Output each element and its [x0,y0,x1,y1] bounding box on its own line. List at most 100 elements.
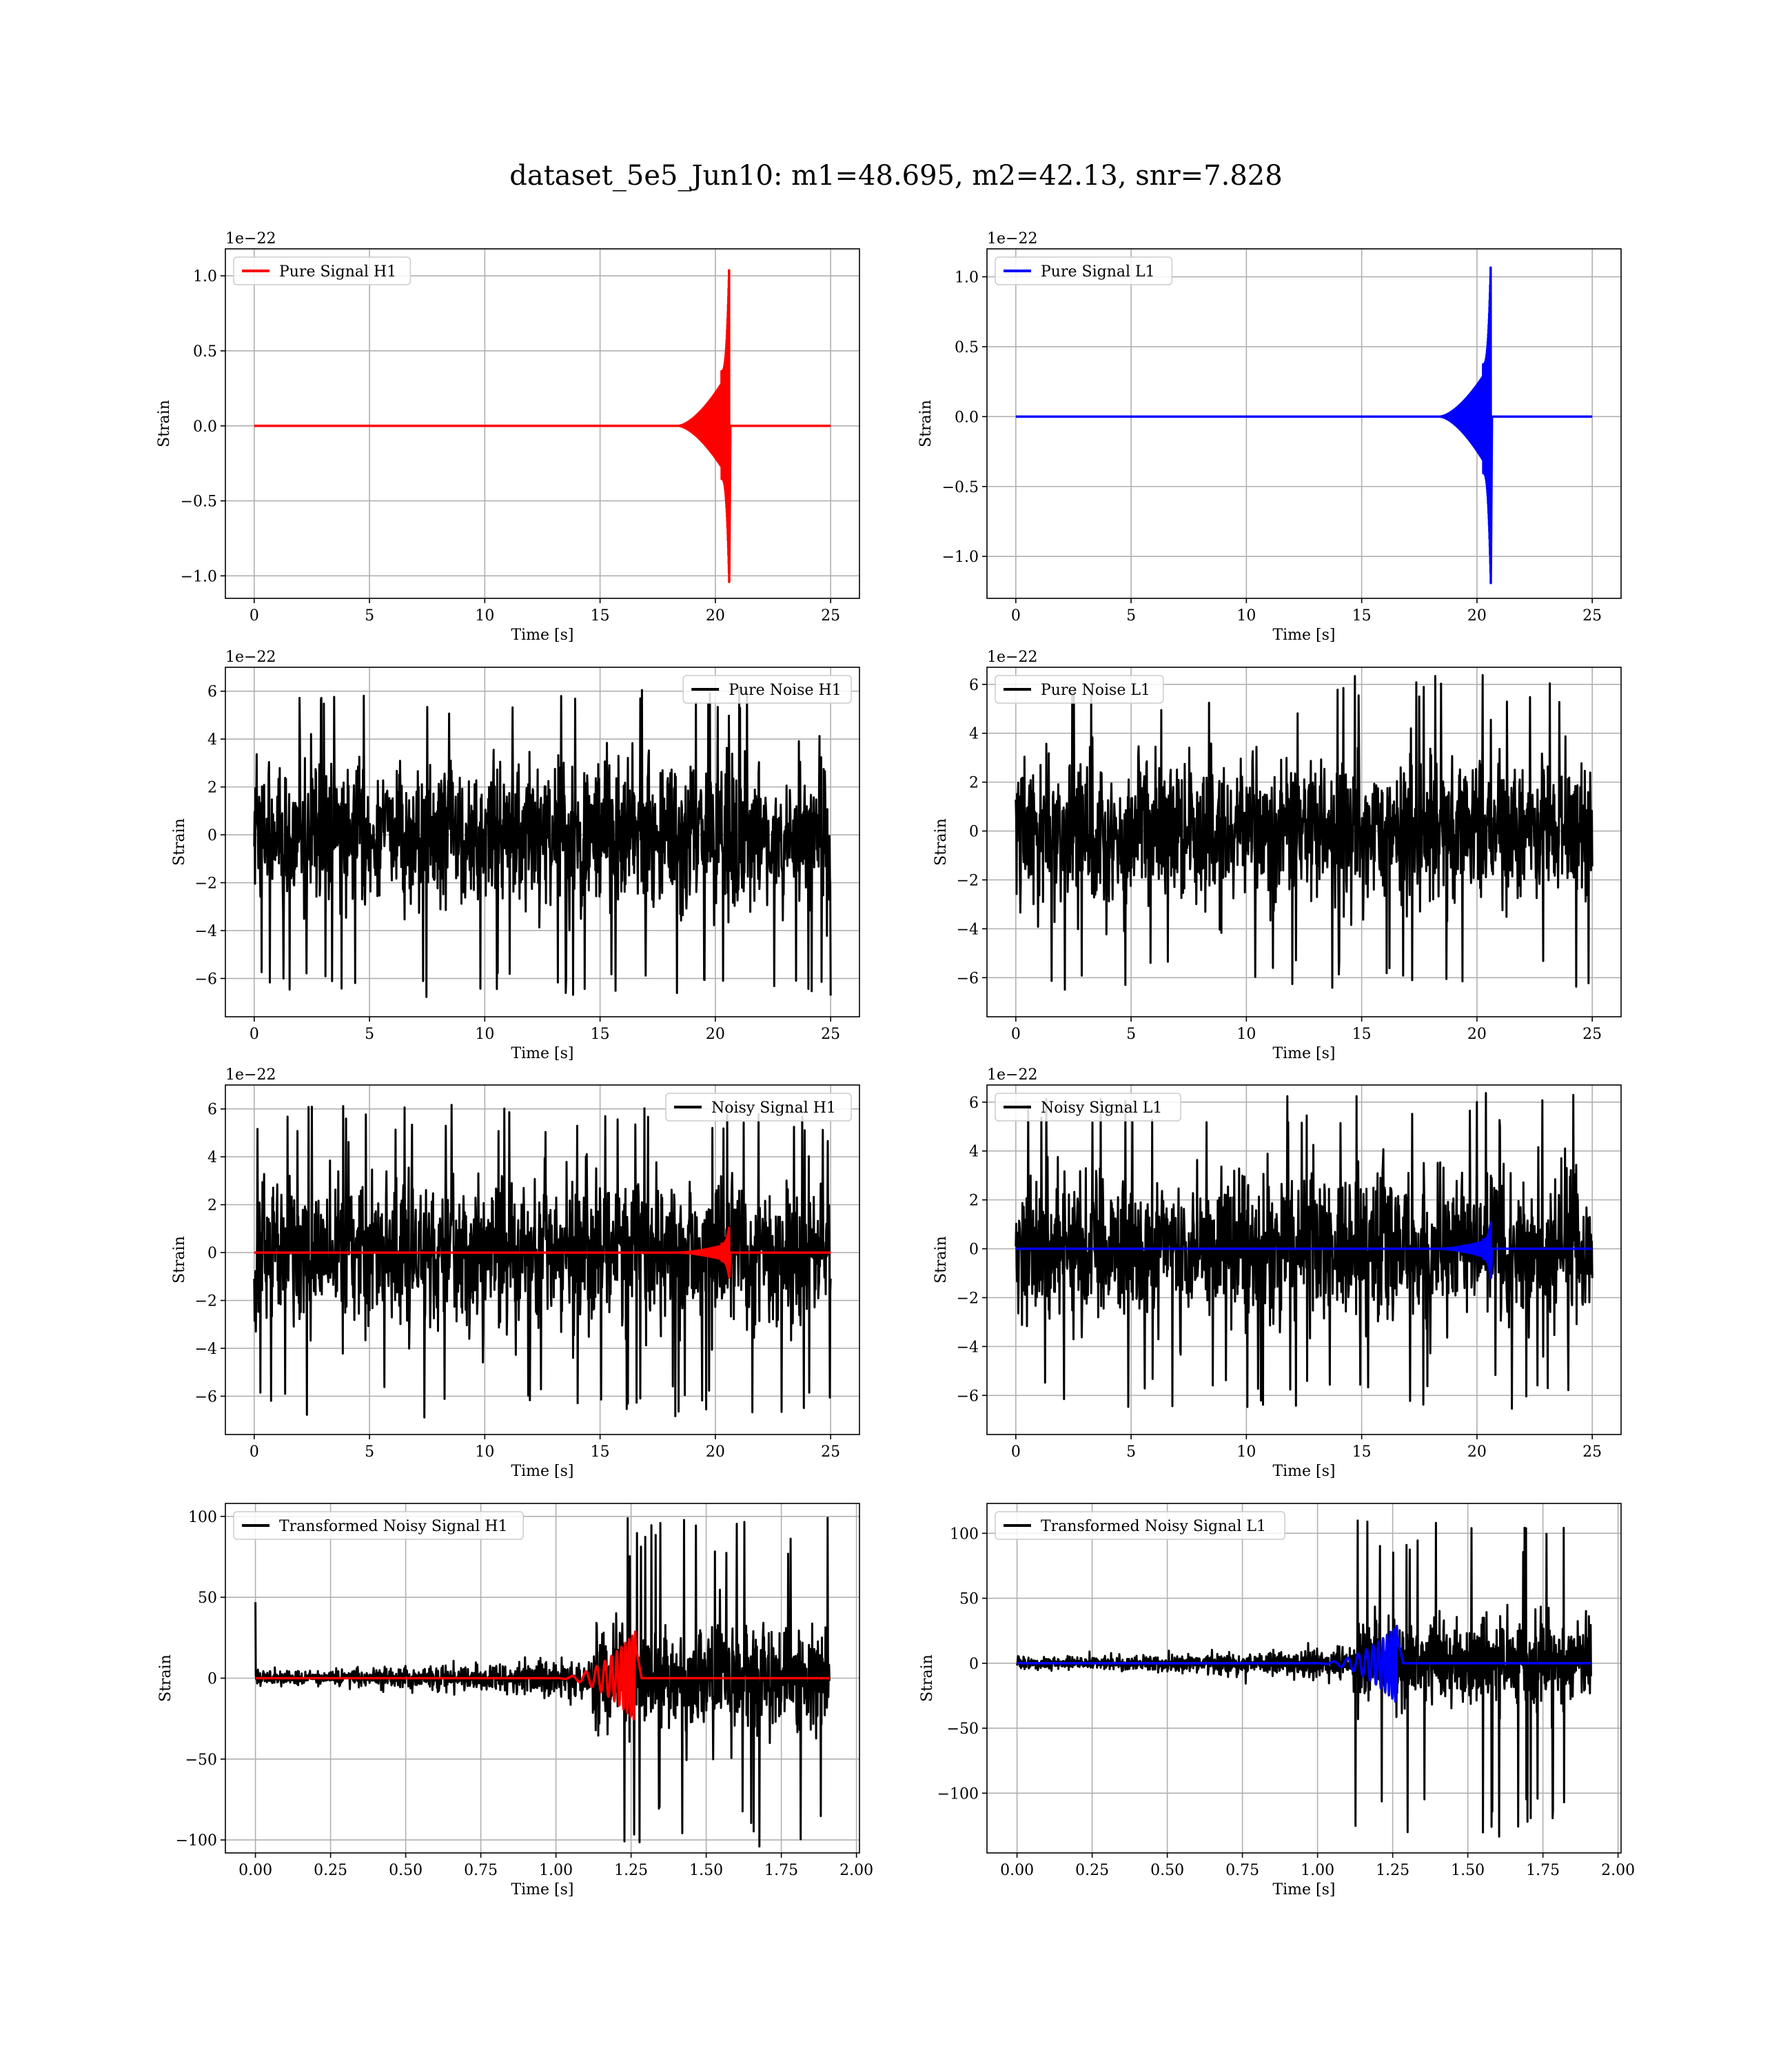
x-tick-label: 10 [1236,1026,1256,1043]
y-tick-label: −1.0 [181,568,217,585]
figure-title: dataset_5e5_Jun10: m1=48.695, m2=42.13, … [509,160,1282,192]
axes-frame [225,248,860,599]
x-axis-label: Time [s] [511,1881,573,1898]
y-tick-label: −1.0 [942,549,979,566]
subplot-2: 0 5 10 15 20 25 −1.0 −0.5 0.0 0.5 1.0 1e−22 Time [s]… [917,230,1622,644]
x-tick-label: 20 [706,1443,725,1461]
y-tick-label: −0.5 [942,479,979,496]
axes-frame [986,667,1622,1017]
y-tick-label: 4 [207,731,217,749]
x-tick-label: 0.50 [389,1862,422,1879]
x-tick-label: 25 [821,1026,840,1043]
y-tick-label: 0 [207,827,217,844]
y-tick-label: 0 [969,1656,979,1673]
subplot-5: 0 5 10 15 20 25 −6 −4 −2 0 2 4 6 1e−22 Time [s] Strain N… [171,1066,860,1480]
x-tick-label: 25 [821,1443,840,1461]
x-axis-label: Time [s] [1272,627,1335,644]
y-tick-label: 0 [207,1671,217,1688]
y-tick-label: −4 [957,1339,979,1356]
legend-label: Pure Noise H1 [729,682,842,699]
subplot-1: 0 5 10 15 20 25 −1.0 −0.5 0.0 0.5 1.0 1e−22 Time [s]… [156,230,860,644]
x-tick-label: 0 [250,1443,259,1461]
y-tick-label: 0.5 [193,343,217,361]
x-tick-label: 0 [1011,607,1021,625]
legend-box [995,256,1173,285]
x-tick-label: 5 [1126,607,1136,625]
x-tick-label: 1.75 [764,1862,798,1879]
offset-label: 1e−22 [987,649,1037,666]
x-tick-label: 10 [1236,1443,1256,1461]
y-tick-label: 4 [969,726,979,743]
legend-box [995,675,1164,704]
y-tick-label: 100 [950,1525,979,1543]
series-line [1016,1519,1592,1838]
legend: Pure Noise H1 [682,675,852,704]
y-tick-label: 50 [198,1590,217,1607]
series-line [253,687,832,998]
y-tick-label: 6 [207,1102,217,1119]
x-tick-label: 15 [1352,1026,1372,1043]
y-tick-label: −2 [957,872,979,889]
y-tick-label: 4 [969,1144,979,1161]
legend: Noisy Signal L1 [995,1093,1181,1122]
y-tick-label: −6 [195,1388,217,1406]
subplot-7: 0.00 0.25 0.50 0.75 1.00 1.25 1.50 1.75 2.00 −100… [157,1503,873,1898]
x-axis-label: Time [s] [1272,1463,1335,1480]
x-tick-label: 15 [591,1443,610,1461]
x-tick-label: 1.50 [1451,1862,1485,1879]
series-line [1015,1221,1593,1279]
series-line [1015,1092,1594,1410]
x-tick-label: 2.00 [1601,1862,1635,1879]
x-tick-label: 20 [706,607,725,625]
legend: Pure Signal L1 [995,256,1173,285]
y-tick-label: 0 [969,824,979,841]
y-tick-label: 2 [969,775,979,792]
series-line [1017,1624,1591,1703]
x-tick-label: 1.75 [1526,1862,1560,1879]
y-axis-label: Strain [919,1654,936,1702]
x-tick-label: 5 [365,607,374,625]
legend-box [682,675,852,704]
x-tick-label: 15 [591,1026,610,1043]
x-tick-label: 5 [1126,1026,1136,1043]
y-tick-label: −0.5 [181,494,217,511]
y-axis-label: Strain [917,400,935,447]
x-tick-label: 0.00 [1000,1862,1034,1879]
legend-label: Pure Signal H1 [279,263,396,281]
legend: Transformed Noisy Signal L1 [995,1511,1285,1540]
subplot-4: 0 5 10 15 20 25 −6 −4 −2 0 2 4 6 1e−22 Time [s] Strain P… [933,649,1622,1062]
series-line [1015,266,1593,585]
series-line [253,1104,832,1419]
y-tick-label: 0.0 [955,409,979,426]
x-tick-label: 0 [1011,1443,1021,1461]
legend-box [995,1093,1181,1122]
x-tick-label: 10 [475,1026,494,1043]
legend-box [995,1511,1285,1540]
y-tick-label: 50 [959,1591,979,1608]
y-tick-label: −6 [957,970,979,987]
x-tick-label: 0.50 [1150,1862,1184,1879]
y-tick-label: 0 [207,1245,217,1262]
legend-label: Pure Noise L1 [1041,682,1150,699]
y-tick-label: 6 [969,1095,979,1112]
axes-frame [986,1503,1622,1854]
y-tick-label: 0.5 [955,339,979,356]
x-tick-label: 1.00 [539,1862,573,1879]
x-tick-label: 20 [1467,1026,1487,1043]
axes-frame [986,248,1622,599]
subplot-8: 0.00 0.25 0.50 0.75 1.00 1.25 1.50 1.75 2.00 −100… [919,1503,1635,1898]
series-line [254,1226,831,1279]
x-tick-label: 0.25 [314,1862,347,1879]
x-tick-label: 10 [475,1443,494,1461]
y-tick-label: −6 [195,971,217,988]
x-tick-label: 5 [365,1026,374,1043]
axes-frame [225,667,860,1017]
y-tick-label: −2 [195,875,217,893]
x-tick-label: 0.00 [238,1862,272,1879]
x-axis-label: Time [s] [1272,1881,1335,1898]
y-tick-label: 1.0 [193,268,217,285]
series-line [1015,673,1594,991]
legend: Pure Noise L1 [995,675,1164,704]
series-line [255,1630,830,1721]
x-tick-label: 0 [1011,1026,1021,1043]
